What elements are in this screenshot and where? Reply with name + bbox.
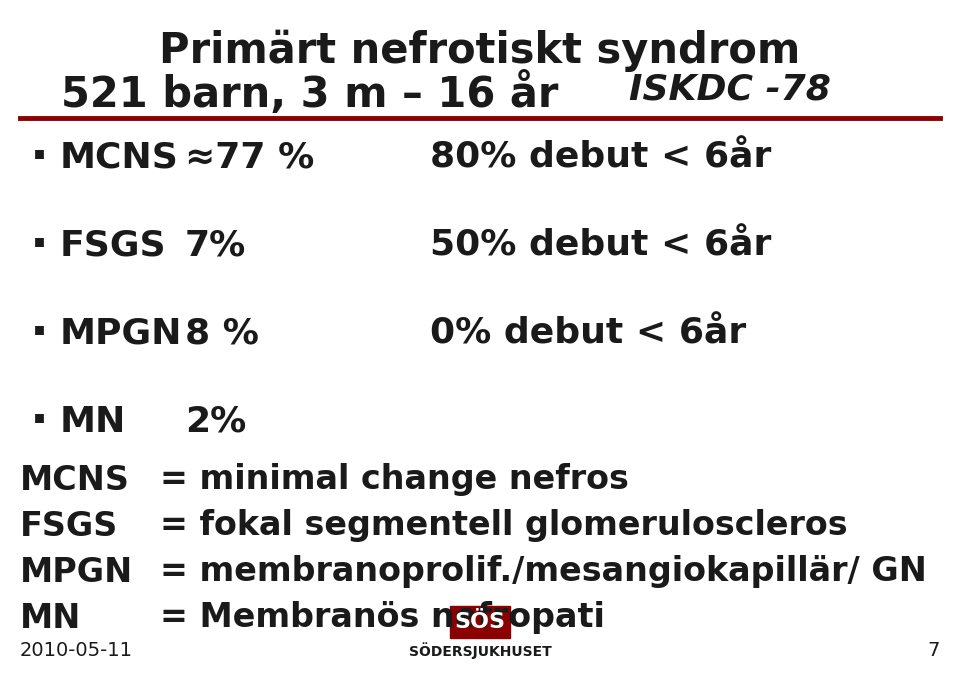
Text: 2010-05-11: 2010-05-11 [20, 641, 133, 660]
Text: = minimal change nefros: = minimal change nefros [160, 464, 629, 496]
Text: ISKDC -78: ISKDC -78 [629, 72, 831, 106]
Text: MCNS: MCNS [20, 464, 130, 496]
Text: 7: 7 [927, 641, 940, 660]
Text: 2%: 2% [185, 405, 247, 439]
Text: ·: · [30, 134, 49, 182]
Text: 7%: 7% [185, 229, 247, 263]
Text: MPGN: MPGN [20, 556, 133, 588]
Text: MN: MN [60, 405, 127, 439]
Text: ·: · [30, 222, 49, 270]
Text: Primärt nefrotiskt syndrom: Primärt nefrotiskt syndrom [159, 30, 801, 72]
Text: FSGS: FSGS [60, 229, 167, 263]
Text: = Membranös nefropati: = Membranös nefropati [160, 601, 605, 634]
Text: MCNS: MCNS [60, 141, 179, 175]
Text: FSGS: FSGS [20, 510, 118, 542]
Text: MPGN: MPGN [60, 317, 182, 351]
Text: = membranoprolif./mesangiokapillär/ GN: = membranoprolif./mesangiokapillär/ GN [160, 556, 926, 588]
Text: ≈77 %: ≈77 % [185, 141, 314, 175]
Text: ·: · [30, 398, 49, 446]
Text: MN: MN [20, 601, 82, 634]
Text: SÖS: SÖS [454, 612, 506, 632]
Text: SÖDERSJUKHUSET: SÖDERSJUKHUSET [409, 642, 551, 659]
Text: ·: · [30, 310, 49, 358]
Text: 80% debut < 6år: 80% debut < 6år [430, 141, 772, 175]
Text: 8 %: 8 % [185, 317, 259, 351]
Text: = fokal segmentell glomeruloscleros: = fokal segmentell glomeruloscleros [160, 510, 848, 542]
FancyBboxPatch shape [450, 606, 510, 638]
Text: 0% debut < 6år: 0% debut < 6år [430, 317, 746, 351]
Text: 521 barn, 3 m – 16 år: 521 barn, 3 m – 16 år [61, 72, 559, 116]
Text: 50% debut < 6år: 50% debut < 6år [430, 229, 772, 263]
